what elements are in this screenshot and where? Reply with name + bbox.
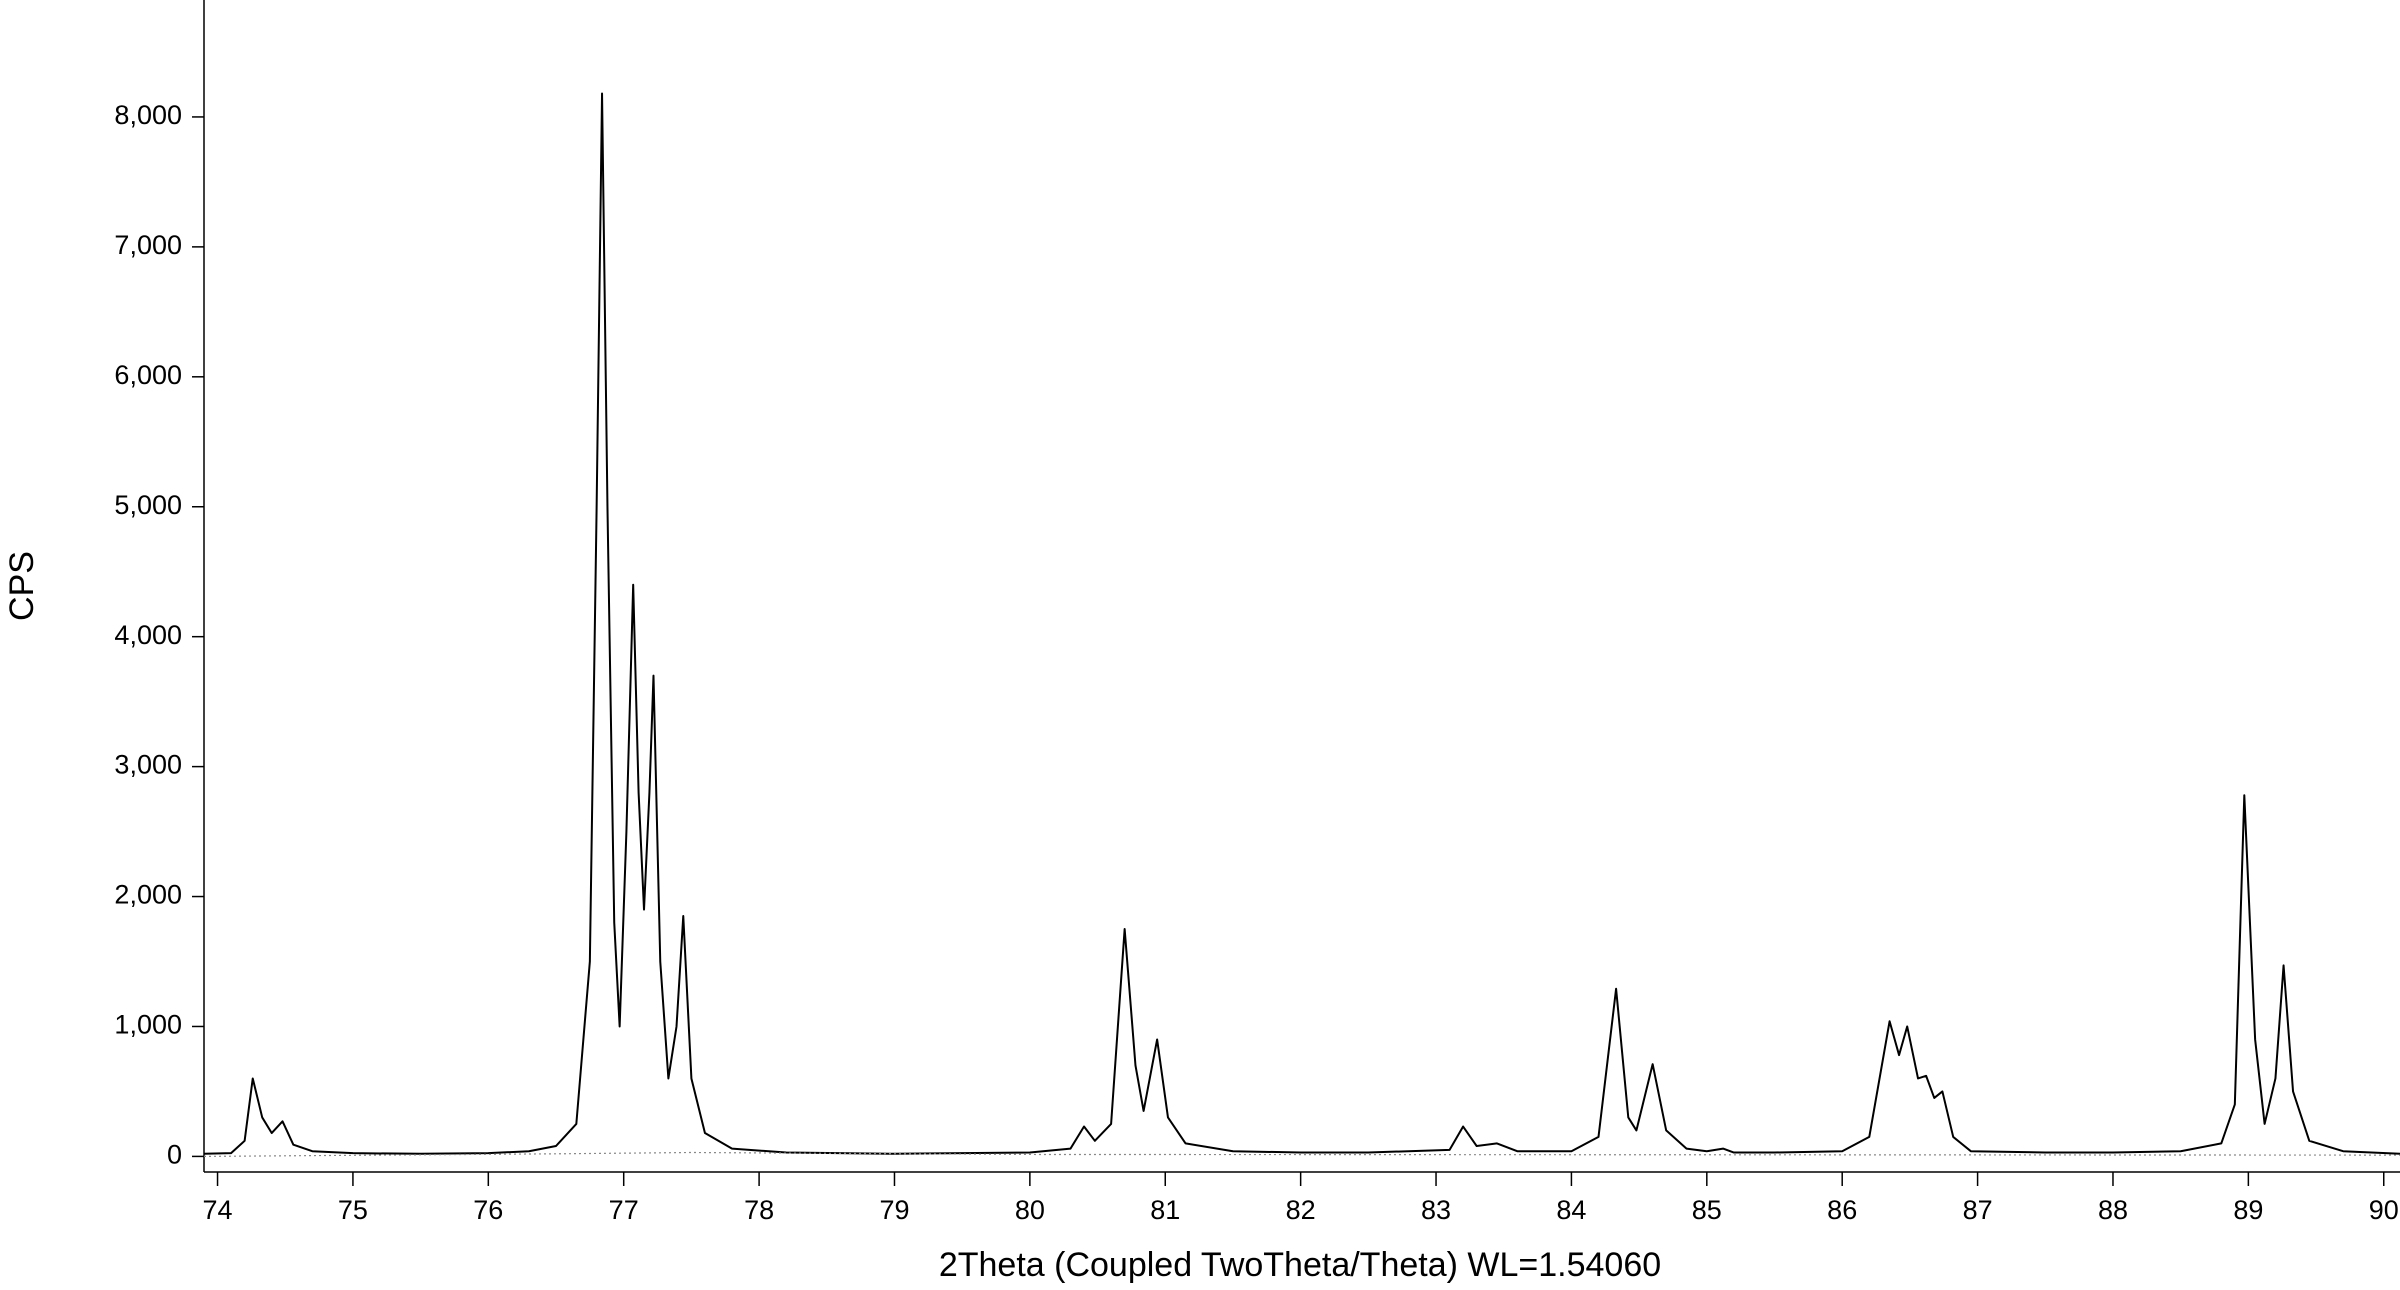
x-axis-title: 2Theta (Coupled TwoTheta/Theta) WL=1.540… (939, 1246, 1661, 1284)
x-tick-label: 87 (1963, 1195, 1993, 1225)
x-tick-label: 79 (879, 1195, 909, 1225)
x-tick-label: 76 (473, 1195, 503, 1225)
y-tick-label: 5,000 (114, 490, 182, 520)
y-tick-label: 3,000 (114, 750, 182, 780)
y-tick-label: 1,000 (114, 1010, 182, 1040)
x-tick-label: 86 (1827, 1195, 1857, 1225)
x-tick-label: 82 (1286, 1195, 1316, 1225)
x-tick-label: 90 (2369, 1195, 2399, 1225)
x-tick-label: 75 (338, 1195, 368, 1225)
x-tick-label: 78 (744, 1195, 774, 1225)
y-tick-label: 4,000 (114, 620, 182, 650)
data-line (203, 92, 2400, 1155)
y-tick-label: 2,000 (114, 880, 182, 910)
y-tick-label: 7,000 (114, 230, 182, 260)
y-tick-label: 8,000 (114, 100, 182, 130)
x-tick-label: 85 (1692, 1195, 1722, 1225)
y-tick-label: 0 (167, 1140, 182, 1170)
x-tick-label: 77 (609, 1195, 639, 1225)
y-tick-label: 6,000 (114, 360, 182, 390)
x-tick-label: 81 (1150, 1195, 1180, 1225)
x-tick-label: 88 (2098, 1195, 2128, 1225)
x-tick-label: 83 (1421, 1195, 1451, 1225)
x-tick-label: 84 (1556, 1195, 1586, 1225)
x-tick-label: 74 (203, 1195, 233, 1225)
x-tick-label: 80 (1015, 1195, 1045, 1225)
x-tick-label: 89 (2233, 1195, 2263, 1225)
y-axis-title: CPS (3, 551, 41, 621)
